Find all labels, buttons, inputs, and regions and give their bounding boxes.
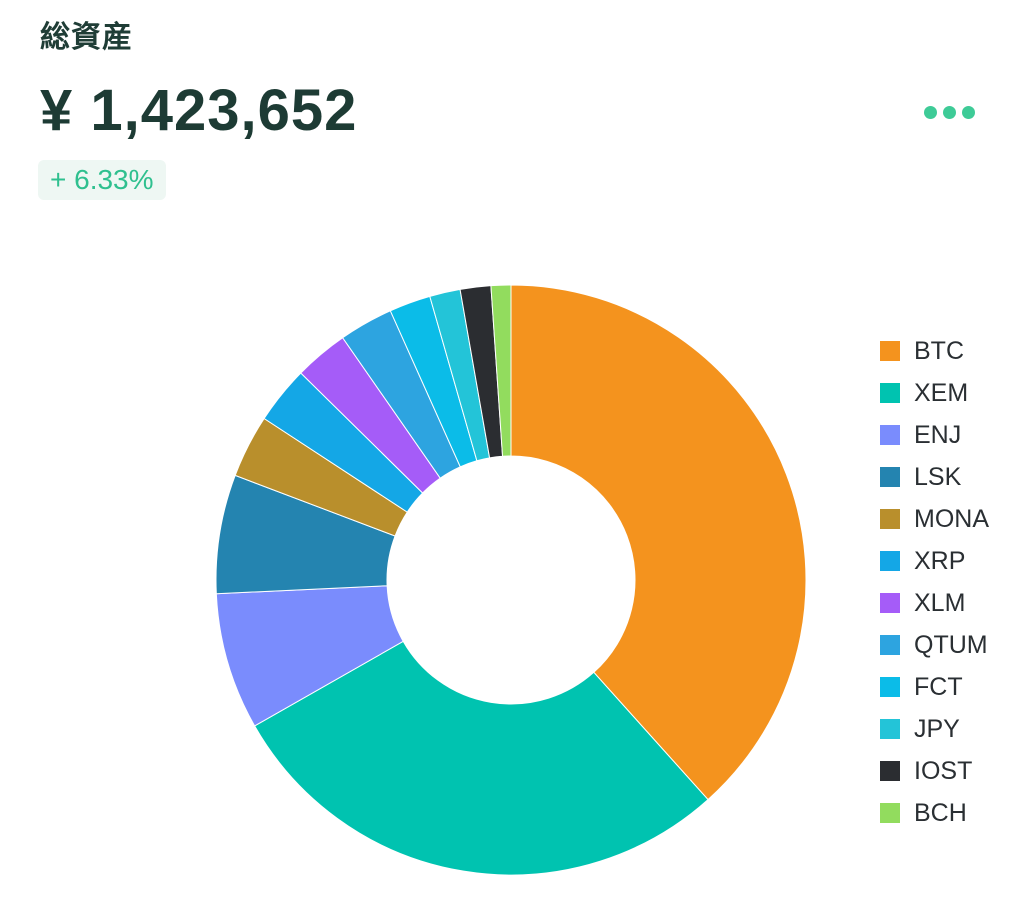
legend-label: JPY bbox=[914, 714, 960, 743]
legend-swatch bbox=[880, 341, 900, 361]
change-percent-badge: + 6.33% bbox=[38, 160, 166, 200]
legend-label: IOST bbox=[914, 756, 973, 785]
legend-label: BCH bbox=[914, 798, 967, 827]
legend-label: QTUM bbox=[914, 630, 988, 659]
legend-label: XLM bbox=[914, 588, 966, 617]
legend-swatch bbox=[880, 803, 900, 823]
legend-item-mona[interactable]: MONA bbox=[880, 498, 1020, 540]
total-assets-value: ¥ 1,423,652 bbox=[40, 78, 358, 143]
legend-swatch bbox=[880, 635, 900, 655]
legend-label: XEM bbox=[914, 378, 969, 407]
legend-swatch bbox=[880, 719, 900, 739]
legend-swatch bbox=[880, 383, 900, 403]
legend-swatch bbox=[880, 467, 900, 487]
legend-label: MONA bbox=[914, 504, 989, 533]
legend-item-fct[interactable]: FCT bbox=[880, 666, 1020, 708]
legend-swatch bbox=[880, 509, 900, 529]
legend-label: XRP bbox=[914, 546, 966, 575]
legend-label: LSK bbox=[914, 462, 962, 491]
legend-item-btc[interactable]: BTC bbox=[880, 330, 1020, 372]
more-horizontal-icon-dot bbox=[942, 105, 956, 119]
total-assets-label: 総資産 bbox=[40, 20, 133, 55]
legend-item-xlm[interactable]: XLM bbox=[880, 582, 1020, 624]
legend-swatch bbox=[880, 593, 900, 613]
more-horizontal-icon-dot bbox=[961, 105, 975, 119]
legend-item-lsk[interactable]: LSK bbox=[880, 456, 1020, 498]
legend-swatch bbox=[880, 761, 900, 781]
slice-bch[interactable] bbox=[490, 284, 512, 457]
legend-label: FCT bbox=[914, 672, 963, 701]
legend-item-enj[interactable]: ENJ bbox=[880, 414, 1020, 456]
legend-item-jpy[interactable]: JPY bbox=[880, 708, 1020, 750]
legend-label: ENJ bbox=[914, 420, 962, 449]
more-options-button[interactable] bbox=[914, 92, 984, 132]
legend-item-bch[interactable]: BCH bbox=[880, 792, 1020, 834]
donut-slices bbox=[215, 284, 807, 876]
legend-item-xrp[interactable]: XRP bbox=[880, 540, 1020, 582]
more-horizontal-icon-dot bbox=[923, 105, 937, 119]
legend-item-iost[interactable]: IOST bbox=[880, 750, 1020, 792]
legend-label: BTC bbox=[914, 336, 964, 365]
slice-xem[interactable] bbox=[253, 640, 709, 876]
chart-legend: BTC XEM ENJ LSK MONA XRP XLM QTUM FCT JPY IOST BCH bbox=[880, 330, 1020, 834]
legend-swatch bbox=[880, 551, 900, 571]
legend-swatch bbox=[880, 425, 900, 445]
slice-btc[interactable] bbox=[510, 284, 807, 801]
legend-item-xem[interactable]: XEM bbox=[880, 372, 1020, 414]
legend-swatch bbox=[880, 677, 900, 697]
legend-item-qtum[interactable]: QTUM bbox=[880, 624, 1020, 666]
